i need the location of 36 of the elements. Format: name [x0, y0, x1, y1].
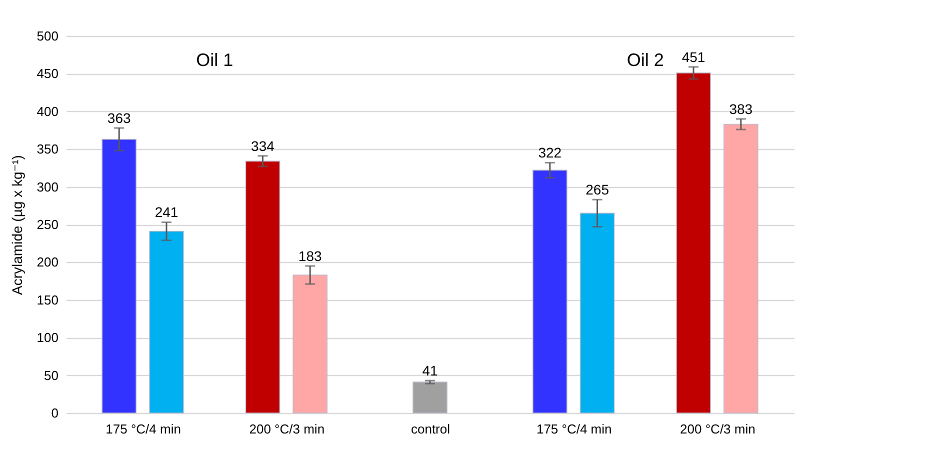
y-tick-label: 50: [44, 368, 58, 383]
y-tick-label: 0: [51, 406, 58, 420]
y-tick-label: 200: [36, 254, 58, 270]
bar: [580, 212, 615, 414]
y-tick-label: 500: [36, 28, 58, 44]
annotation: Oil 2: [626, 50, 664, 70]
x-tick-label: 200 °C/3 min: [249, 422, 325, 436]
bar: [102, 138, 137, 414]
y-tick-label: 150: [36, 292, 58, 308]
bar: [292, 274, 328, 414]
y-axis-title: Acrylamide (µg x kg⁻¹): [8, 155, 25, 295]
y-tick-label: 250: [36, 217, 58, 232]
x-tick-label: 175 °C/4 min: [106, 422, 181, 436]
data-label: 265: [586, 182, 610, 198]
bar: [245, 160, 280, 414]
x-tick-label: 175 °C/4 min: [536, 422, 612, 436]
bar: [676, 72, 711, 414]
y-tick-label: 300: [36, 179, 58, 194]
data-label: 41: [422, 362, 438, 379]
data-label: 241: [154, 204, 178, 220]
y-tick-label: 400: [36, 104, 58, 119]
annotation: Oil 1: [196, 50, 234, 70]
y-tick-label: 350: [36, 142, 58, 157]
data-label: 322: [538, 144, 562, 161]
data-label: 451: [682, 48, 706, 65]
bar: [723, 124, 758, 414]
data-label: 334: [251, 138, 275, 154]
data-label: 383: [729, 100, 753, 117]
bar: [532, 170, 568, 414]
bar: [149, 230, 184, 414]
x-tick-label: 200 °C/3 min: [680, 422, 756, 436]
data-label: 363: [107, 110, 131, 126]
y-tick-label: 100: [36, 330, 58, 346]
y-tick-label: 450: [36, 66, 58, 82]
data-label: 183: [298, 248, 322, 264]
x-tick-label: control: [410, 422, 450, 436]
